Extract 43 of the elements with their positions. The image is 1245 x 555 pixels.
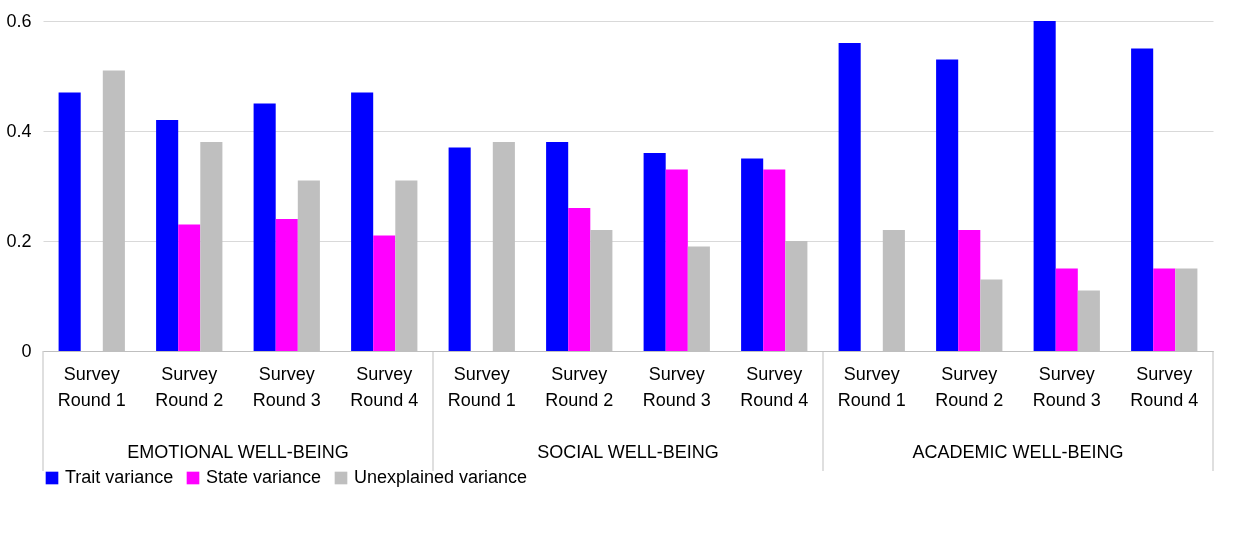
x-tick-label: Survey Round 4 (1130, 363, 1199, 410)
x-tick-label: Survey Round 3 (1032, 363, 1101, 410)
text: EMOTIONAL WELL-BEING (127, 442, 349, 462)
x-tick-label: Survey Round 3 (252, 363, 321, 410)
y-tick-label: 0.4 (6, 120, 32, 141)
bar (838, 43, 861, 351)
bar (741, 158, 764, 351)
bar (448, 147, 471, 351)
x-tick-label: Survey Round 4 (350, 363, 419, 410)
x-tick-label: Survey Round 2 (155, 363, 224, 410)
legend-label: Trait variance (65, 467, 174, 487)
y-tick-label: 0.2 (6, 230, 32, 251)
x-tick-label: Survey Round 2 (545, 363, 614, 410)
legend-label: Unexplained variance (354, 467, 528, 487)
legend-label: State variance (206, 467, 322, 487)
x-tick-label: Survey Round 3 (642, 363, 711, 410)
bar (1153, 268, 1176, 351)
y-tick-label: 0.6 (6, 10, 32, 31)
bar (58, 92, 81, 351)
bar (275, 219, 298, 351)
x-tick-label: Survey Round 1 (447, 363, 516, 410)
bar (1055, 268, 1078, 351)
bar (156, 120, 179, 351)
text: ACADEMIC WELL-BEING (912, 442, 1124, 462)
bar (568, 208, 591, 351)
bar (351, 92, 374, 351)
bar (373, 235, 396, 351)
x-tick-label: Survey Round 1 (57, 363, 126, 410)
bar (1131, 48, 1154, 351)
x-tick-label: Survey Round 1 (837, 363, 906, 410)
text: SOCIAL WELL-BEING (537, 442, 719, 462)
bar (665, 169, 688, 351)
bar (643, 153, 666, 351)
bar (546, 142, 569, 351)
bar (1033, 21, 1056, 351)
bar (958, 230, 981, 351)
bar (763, 169, 786, 351)
bar (178, 224, 201, 351)
x-tick-label: Survey Round 2 (935, 363, 1004, 410)
bar (253, 103, 276, 351)
bar (936, 59, 959, 351)
x-tick-label: Survey Round 4 (740, 363, 809, 410)
y-tick-label: 0 (21, 340, 32, 361)
